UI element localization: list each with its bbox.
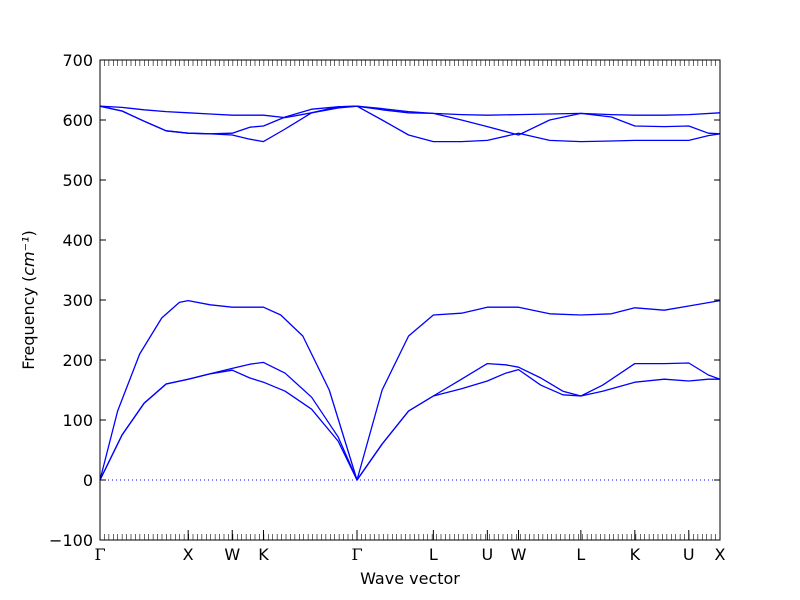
dispersion-branch-5 <box>99 105 721 136</box>
y-axis-label-text: Frequency <box>19 287 38 370</box>
y-tick-label: 100 <box>62 411 93 430</box>
kpoint-label: Γ <box>94 545 105 564</box>
y-tick-label: −100 <box>49 531 93 550</box>
kpoint-label: K <box>258 545 269 564</box>
kpoint-label: W <box>511 545 527 564</box>
y-tick-label: 300 <box>62 291 93 310</box>
y-tick-label: 700 <box>62 51 93 70</box>
y-tick-label: 400 <box>62 231 93 250</box>
y-axis-unit-open-paren: ( <box>19 276 38 282</box>
dispersion-branch-6 <box>99 105 721 119</box>
plot-frame <box>99 59 721 541</box>
kpoint-label: U <box>683 545 695 564</box>
kpoint-label: X <box>183 545 194 564</box>
y-tick-label: 0 <box>83 471 93 490</box>
y-tick-label: 500 <box>62 171 93 190</box>
kpoint-label: X <box>715 545 726 564</box>
kpoint-label: Γ <box>351 545 362 564</box>
kpoint-label: L <box>576 545 585 564</box>
y-axis-label: Frequency (cm⁻¹) <box>19 230 38 370</box>
y-axis-unit: cm⁻¹ <box>19 237 38 276</box>
kpoint-label: W <box>224 545 240 564</box>
plot-area <box>99 105 721 481</box>
y-tick-label: 600 <box>62 111 93 130</box>
dispersion-branch-3 <box>99 299 721 481</box>
y-axis-unit-close-paren: ) <box>19 230 38 236</box>
x-axis-label: Wave vector <box>360 569 460 588</box>
dispersion-branch-2 <box>99 361 721 481</box>
kpoint-label: U <box>481 545 493 564</box>
kpoint-label: L <box>429 545 438 564</box>
kpoint-label: K <box>630 545 641 564</box>
y-tick-label: 200 <box>62 351 93 370</box>
